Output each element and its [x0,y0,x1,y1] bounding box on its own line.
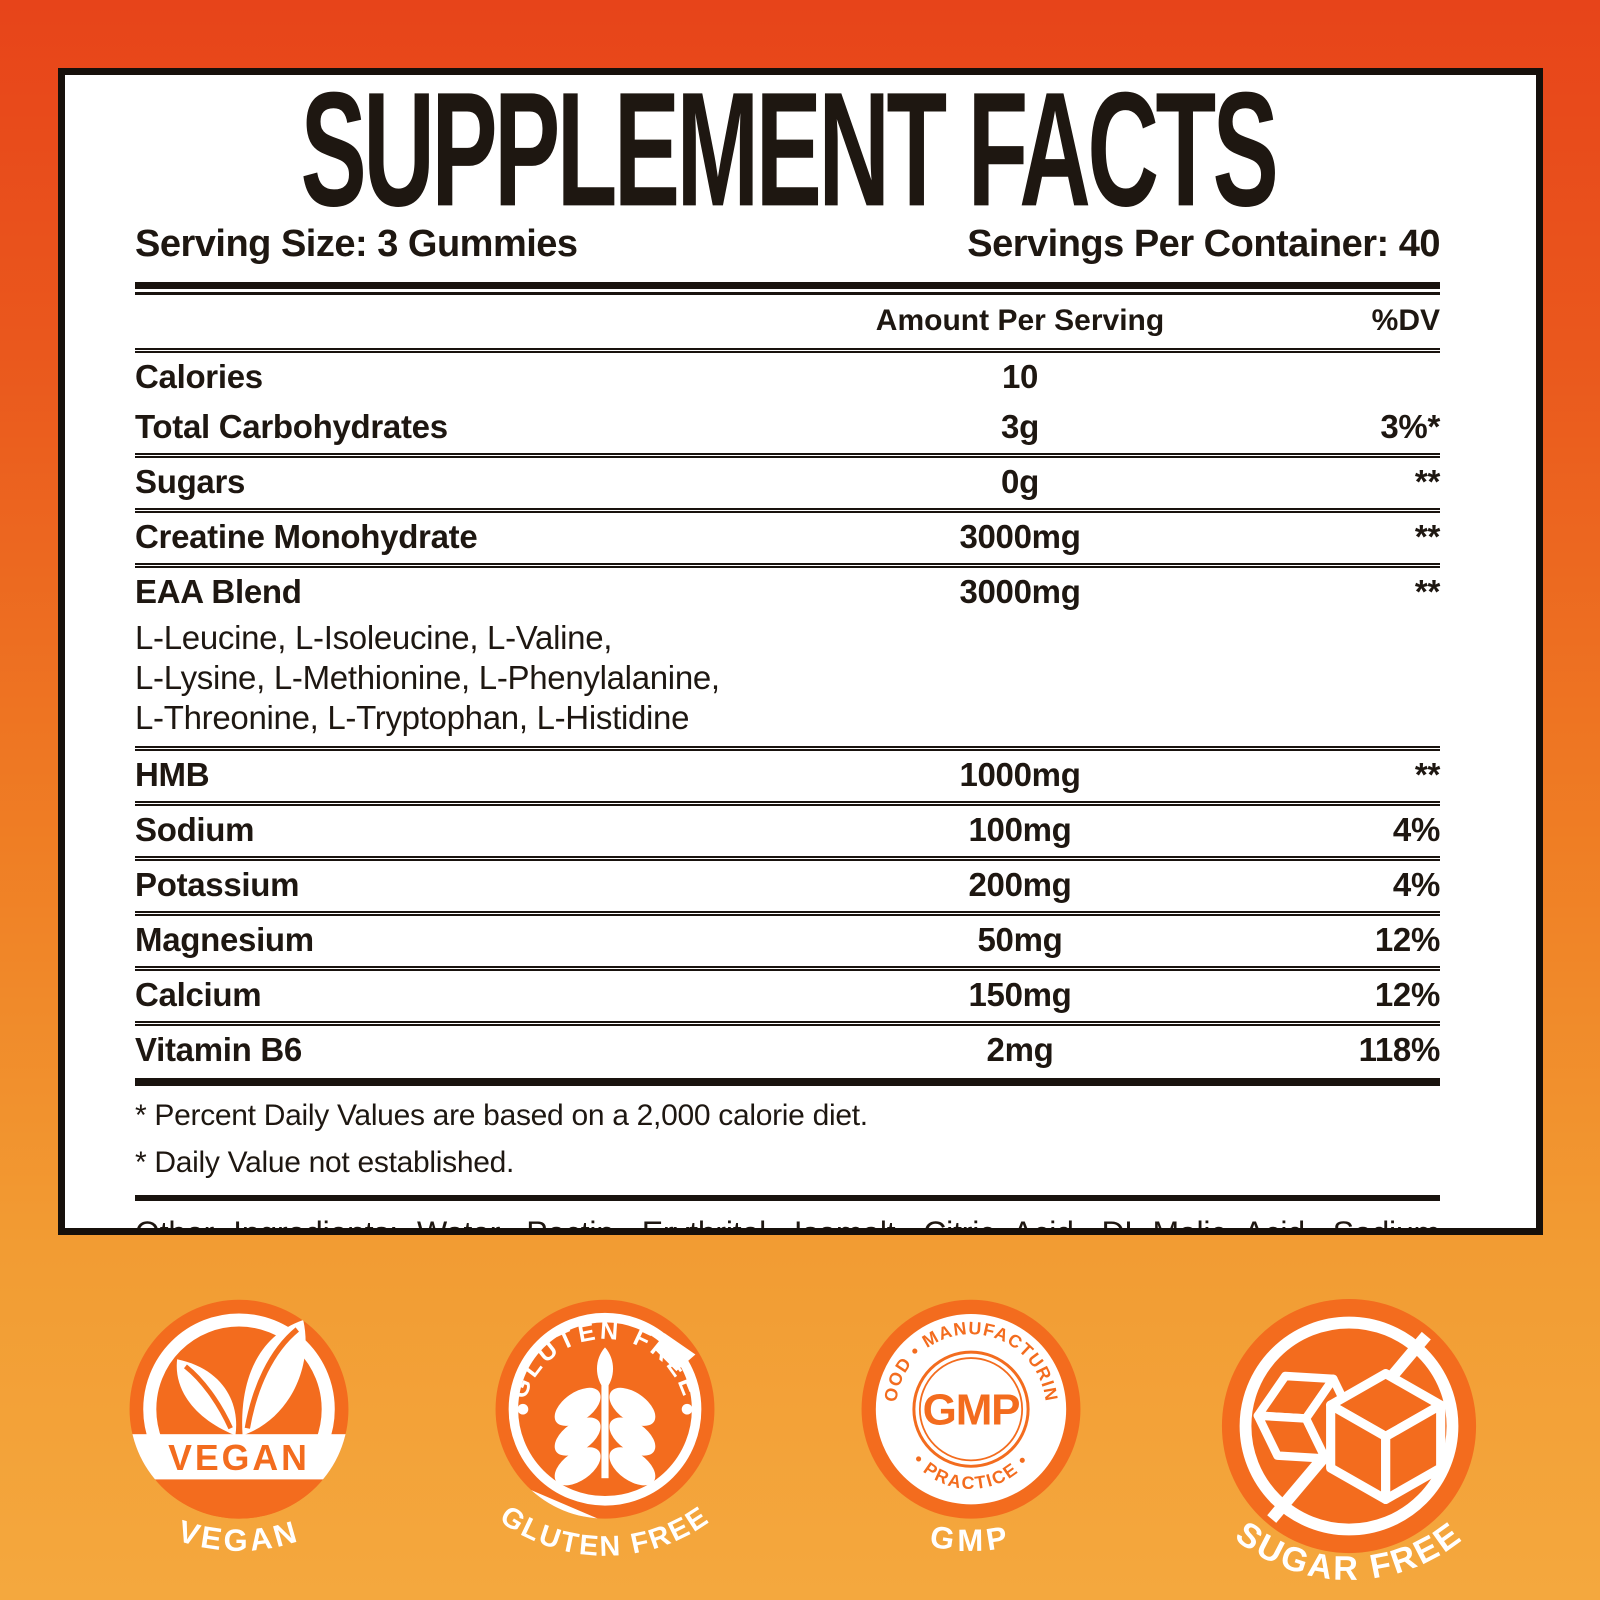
row-dv: 4% [1392,811,1440,848]
sugar-free-badge: SUGAR FREE [1221,1298,1477,1588]
certification-badges: VEGAN VEGAN [0,1295,1600,1599]
footnote-daily-values: * Percent Daily Values are based on a 2,… [135,1099,868,1132]
row-dv: ** [1414,463,1440,500]
row-amount: 200mg [968,866,1072,903]
svg-text:GMP: GMP [928,1519,1014,1558]
table-row-hmb: HMB 1000mg ** [135,751,1440,801]
divider-thick [135,1195,1440,1201]
row-name: HMB [135,756,210,793]
sub-ingredients-line: L-Leucine, L-Isoleucine, L-Valine, [135,619,613,656]
row-name: Calcium [135,976,262,1013]
sugar-cubes-icon [1239,1316,1459,1536]
divider [135,856,1440,861]
row-name: Potassium [135,866,300,903]
divider [135,966,1440,971]
row-name: Calories [135,358,263,395]
gluten-free-badge: GLUTEN FREE GLUTEN FREE [495,1299,715,1563]
divider [135,911,1440,916]
row-amount: 3000mg [959,573,1081,610]
gmp-center-text: GMP [923,1386,1020,1435]
row-dv: ** [1414,756,1440,793]
vegan-band-text: VEGAN [168,1438,310,1478]
row-amount: 3000mg [959,518,1081,555]
row-amount: 3g [1001,408,1039,445]
row-name: EAA Blend [135,573,302,610]
row-dv: ** [1414,518,1440,555]
divider [135,1021,1440,1026]
divider [135,508,1440,513]
dv-header: %DV [1371,304,1440,337]
page-title: SUPPLEMENT FACTS [300,68,1278,241]
row-amount: 10 [1001,358,1039,395]
divider [135,801,1440,806]
row-name: Magnesium [135,921,314,958]
table-row-sodium: Sodium 100mg 4% [135,806,1440,856]
row-name: Total Carbohydrates [135,408,448,445]
wheat-icon [554,1347,656,1486]
divider [135,563,1440,568]
divider-thick [135,282,1440,295]
row-name: Creatine Monohydrate [135,518,478,555]
row-amount: 100mg [968,811,1072,848]
table-row-potassium: Potassium 200mg 4% [135,861,1440,911]
vegan-badge: VEGAN VEGAN [129,1299,349,1558]
footnote-dv-not-established: * Daily Value not established. [135,1146,515,1179]
svg-text:VEGAN: VEGAN [174,1513,304,1558]
table-row-calories: Calories 10 [135,353,1440,403]
table-row-eaa-blend: EAA Blend 3000mg ** [135,568,1440,618]
other-ingredients-text: Other Ingredients: Water, Pectin, Erythr… [135,1215,1440,1235]
divider-thick [135,1078,1440,1086]
eaa-sub-ingredients: L-Leucine, L-Isoleucine, L-Valine, L-Lys… [135,618,1440,746]
row-amount: 150mg [968,976,1072,1013]
table-row-creatine: Creatine Monohydrate 3000mg ** [135,513,1440,563]
supplement-facts-panel: SUPPLEMENT FACTS Serving Size: 3 Gummies… [58,68,1543,1235]
servings-per-container-text: Servings Per Container: 40 [967,223,1440,265]
row-dv: 12% [1374,921,1440,958]
leaf-icon [176,1319,306,1436]
ribbon-fold [654,1333,696,1372]
row-dv: 12% [1374,976,1440,1013]
divider [135,746,1440,751]
sub-ingredients-line: L-Threonine, L-Tryptophan, L-Histidine [135,699,690,736]
table-row-magnesium: Magnesium 50mg 12% [135,916,1440,966]
row-name: Sugars [135,463,246,500]
row-amount: 1000mg [959,756,1081,793]
row-dv: ** [1414,573,1440,610]
row-amount: 0g [1001,463,1039,500]
row-amount: 2mg [986,1031,1054,1068]
gmp-label: GMP [928,1519,1010,1558]
row-name: Vitamin B6 [135,1031,302,1068]
row-dv: 118% [1358,1031,1441,1068]
row-name: Sodium [135,811,255,848]
vegan-label: VEGAN [174,1513,300,1558]
sub-ingredients-line: L-Lysine, L-Methionine, L-Phenylalanine, [135,659,720,696]
row-amount: 50mg [977,921,1063,958]
divider [135,348,1440,353]
gmp-badge: GOOD • MANUFACTURING • PRACTICE • GMP GM… [852,1295,1081,1558]
table-row-sugars: Sugars 0g ** [135,458,1440,508]
amount-per-serving-header: Amount Per Serving [875,304,1165,337]
table-row-vitamin-b6: Vitamin B6 2mg 118% [135,1026,1440,1076]
serving-info-row: Serving Size: 3 Gummies Servings Per Con… [135,223,1440,266]
table-row-calcium: Calcium 150mg 12% [135,971,1440,1021]
row-dv: 3%* [1380,408,1440,445]
table-row-total-carbohydrates: Total Carbohydrates 3g 3%* [135,403,1440,453]
divider [135,453,1440,458]
table-header-row: Amount Per Serving %DV [135,295,1440,348]
serving-size-text: Serving Size: 3 Gummies [135,223,578,265]
row-dv: 4% [1392,866,1440,903]
